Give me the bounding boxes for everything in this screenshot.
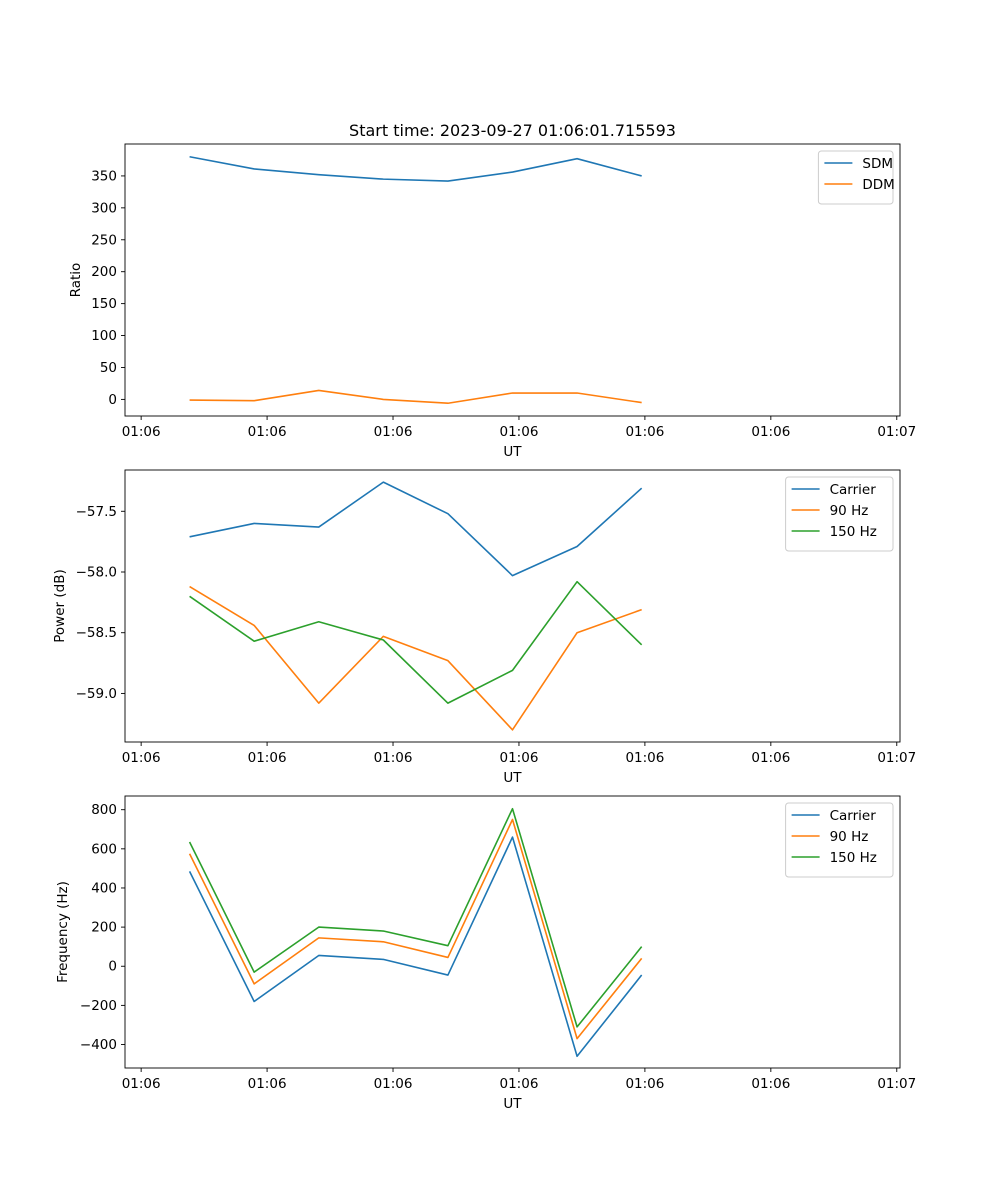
y-tick-label: 600 xyxy=(91,841,117,857)
x-tick-label: 01:07 xyxy=(877,1076,916,1092)
y-tick-label: 400 xyxy=(91,880,117,896)
legend-entry: 150 Hz xyxy=(830,850,877,866)
y-tick-label: 100 xyxy=(91,328,117,344)
series-line-90-hz xyxy=(188,818,643,1040)
y-tick-label: 350 xyxy=(91,168,117,184)
x-axis-label: UT xyxy=(503,770,522,786)
x-tick-label: 01:06 xyxy=(625,1076,664,1092)
series-line-carrier xyxy=(188,836,643,1058)
x-tick-label: 01:06 xyxy=(374,750,413,766)
x-tick-label: 01:06 xyxy=(248,424,287,440)
legend-entry: 150 Hz xyxy=(830,524,877,540)
x-tick-label: 01:06 xyxy=(248,750,287,766)
x-tick-label: 01:07 xyxy=(877,424,916,440)
x-tick-label: 01:06 xyxy=(122,424,161,440)
x-tick-label: 01:06 xyxy=(122,1076,161,1092)
y-tick-label: −57.5 xyxy=(76,504,117,520)
x-tick-label: 01:06 xyxy=(500,424,539,440)
legend-box xyxy=(785,476,894,552)
series-line-150-hz xyxy=(188,807,643,1028)
x-axis-label: UT xyxy=(503,1096,522,1112)
y-axis-label: Frequency (Hz) xyxy=(55,881,71,983)
y-tick-label: −58.5 xyxy=(76,625,117,641)
legend-entry: 90 Hz xyxy=(830,829,869,845)
y-tick-label: 250 xyxy=(91,232,117,248)
y-tick-label: 0 xyxy=(108,959,117,975)
plot-frame xyxy=(124,469,901,743)
x-tick-label: 01:06 xyxy=(374,424,413,440)
y-tick-label: −58.0 xyxy=(76,565,117,581)
x-tick-label: 01:06 xyxy=(625,750,664,766)
y-tick-label: 300 xyxy=(91,200,117,216)
y-tick-label: −59.0 xyxy=(76,686,117,702)
x-tick-label: 01:06 xyxy=(500,1076,539,1092)
legend-entry: Carrier xyxy=(830,482,877,498)
legend-entry: SDM xyxy=(862,156,893,172)
legend-box xyxy=(817,150,894,205)
x-tick-label: 01:06 xyxy=(374,1076,413,1092)
x-tick-label: 01:07 xyxy=(877,750,916,766)
legend-entry: DDM xyxy=(862,177,894,193)
legend-entry: 90 Hz xyxy=(830,503,869,519)
series-line-150-hz xyxy=(189,580,643,704)
series-line-sdm xyxy=(189,155,642,182)
y-tick-label: 200 xyxy=(91,264,117,280)
x-tick-label: 01:06 xyxy=(751,424,790,440)
panel-frequency: 800 600 400 200 0 −200 −400 01:06 01:06 01:06 01:0… xyxy=(55,795,916,1112)
x-tick-label: 01:06 xyxy=(625,424,664,440)
y-tick-label: −400 xyxy=(80,1037,117,1053)
x-axis-label: UT xyxy=(503,444,522,460)
y-tick-label: 50 xyxy=(100,360,117,376)
y-tick-label: 800 xyxy=(91,802,117,818)
panel-ratio: Start time: 2023-09-27 01:06:01.715593 0… xyxy=(68,121,916,460)
y-axis-label: Power (dB) xyxy=(52,569,68,642)
x-tick-label: 01:06 xyxy=(751,750,790,766)
legend-entry: Carrier xyxy=(830,808,877,824)
y-tick-label: −200 xyxy=(80,998,117,1014)
y-axis-label: Ratio xyxy=(68,263,84,298)
series-line-ddm xyxy=(189,389,642,405)
series-line-carrier xyxy=(189,481,643,577)
x-tick-label: 01:06 xyxy=(122,750,161,766)
panel-power: −57.5 −58.0 −58.5 −59.0 01:06 01:06 01:06 01:06… xyxy=(52,469,916,786)
y-tick-label: 0 xyxy=(108,392,117,408)
x-tick-label: 01:06 xyxy=(751,1076,790,1092)
chart-title: Start time: 2023-09-27 01:06:01.715593 xyxy=(349,121,676,140)
plot-frame xyxy=(124,795,901,1069)
y-tick-label: 200 xyxy=(91,920,117,936)
legend-box xyxy=(785,802,894,878)
plot-frame xyxy=(124,143,901,417)
y-tick-label: 150 xyxy=(91,296,117,312)
x-tick-label: 01:06 xyxy=(248,1076,287,1092)
x-tick-label: 01:06 xyxy=(500,750,539,766)
